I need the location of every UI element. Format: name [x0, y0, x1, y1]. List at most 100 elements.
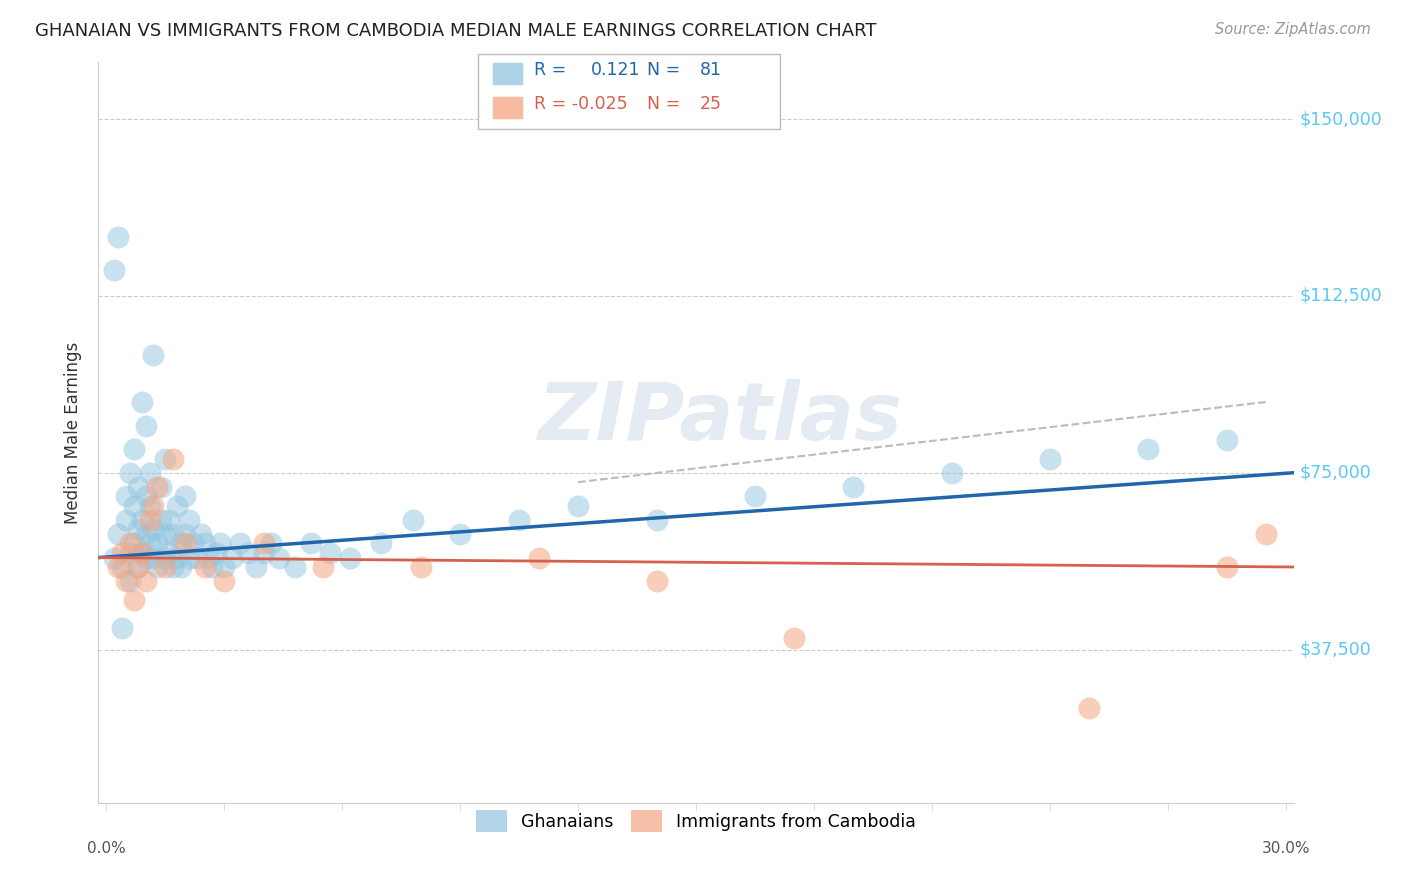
Point	[155, 527, 177, 541]
Point	[1215, 560, 1237, 574]
Point	[127, 560, 149, 574]
Point	[127, 480, 149, 494]
Point	[135, 550, 157, 565]
Point	[115, 574, 138, 589]
Point	[645, 574, 668, 589]
Point	[107, 230, 129, 244]
Text: 30.0%: 30.0%	[1261, 840, 1310, 855]
Point	[252, 546, 274, 560]
Point	[122, 442, 145, 457]
Point	[146, 560, 169, 574]
Text: 0.0%: 0.0%	[87, 840, 125, 855]
Point	[135, 527, 157, 541]
Point	[142, 550, 165, 565]
Point	[170, 560, 193, 574]
Point	[1254, 527, 1277, 541]
Point	[111, 546, 134, 560]
Point	[212, 574, 235, 589]
Point	[567, 499, 589, 513]
Point	[190, 527, 212, 541]
Point	[744, 489, 766, 503]
Point	[229, 536, 252, 550]
Point	[118, 574, 141, 589]
Y-axis label: Median Male Earnings: Median Male Earnings	[65, 342, 83, 524]
Point	[107, 560, 129, 574]
Point	[174, 536, 197, 550]
Point	[142, 348, 165, 362]
Text: 25: 25	[700, 95, 723, 113]
Text: N =: N =	[647, 62, 681, 79]
Point	[181, 536, 204, 550]
Point	[135, 418, 157, 433]
Point	[319, 546, 342, 560]
Text: $75,000: $75,000	[1299, 464, 1371, 482]
Point	[107, 527, 129, 541]
Point	[508, 513, 530, 527]
Point	[170, 536, 193, 550]
Point	[138, 536, 160, 550]
Point	[142, 499, 165, 513]
Point	[103, 263, 125, 277]
Text: $37,500: $37,500	[1299, 640, 1371, 658]
Text: ZIPatlas: ZIPatlas	[537, 379, 903, 457]
Point	[111, 621, 134, 635]
Point	[284, 560, 307, 574]
Point	[150, 513, 173, 527]
Point	[111, 560, 134, 574]
Point	[1078, 701, 1101, 715]
Point	[146, 536, 169, 550]
Point	[138, 513, 160, 527]
Point	[177, 513, 200, 527]
Point	[142, 522, 165, 536]
Point	[174, 527, 197, 541]
Point	[783, 631, 806, 645]
Point	[150, 480, 173, 494]
Point	[409, 560, 432, 574]
Point	[155, 550, 177, 565]
Point	[236, 546, 259, 560]
Legend: Ghanaians, Immigrants from Cambodia: Ghanaians, Immigrants from Cambodia	[470, 804, 922, 838]
Point	[155, 451, 177, 466]
Point	[209, 536, 232, 550]
Text: R =: R =	[534, 62, 567, 79]
Point	[402, 513, 425, 527]
Point	[135, 574, 157, 589]
Point	[174, 489, 197, 503]
Point	[138, 466, 160, 480]
Point	[122, 536, 145, 550]
Point	[166, 550, 188, 565]
Point	[157, 513, 180, 527]
Point	[131, 395, 153, 409]
Point	[118, 466, 141, 480]
Point	[118, 546, 141, 560]
Point	[311, 560, 333, 574]
Point	[146, 480, 169, 494]
Point	[941, 466, 963, 480]
Text: 81: 81	[700, 62, 723, 79]
Point	[131, 546, 153, 560]
Point	[269, 550, 291, 565]
Point	[193, 560, 215, 574]
Point	[205, 546, 228, 560]
Point	[221, 550, 243, 565]
Point	[131, 546, 153, 560]
Point	[162, 527, 184, 541]
Point	[127, 522, 149, 536]
Point	[370, 536, 392, 550]
Point	[299, 536, 322, 550]
Point	[252, 536, 274, 550]
Point	[122, 499, 145, 513]
Text: N =: N =	[647, 95, 681, 113]
Point	[131, 513, 153, 527]
Text: $112,500: $112,500	[1299, 287, 1382, 305]
Point	[103, 550, 125, 565]
Text: R = -0.025: R = -0.025	[534, 95, 628, 113]
Text: Source: ZipAtlas.com: Source: ZipAtlas.com	[1215, 22, 1371, 37]
Point	[842, 480, 865, 494]
Point	[245, 560, 267, 574]
Point	[201, 560, 224, 574]
Point	[1039, 451, 1062, 466]
Point	[155, 560, 177, 574]
Text: $150,000: $150,000	[1299, 110, 1382, 128]
Text: GHANAIAN VS IMMIGRANTS FROM CAMBODIA MEDIAN MALE EARNINGS CORRELATION CHART: GHANAIAN VS IMMIGRANTS FROM CAMBODIA MED…	[35, 22, 877, 40]
